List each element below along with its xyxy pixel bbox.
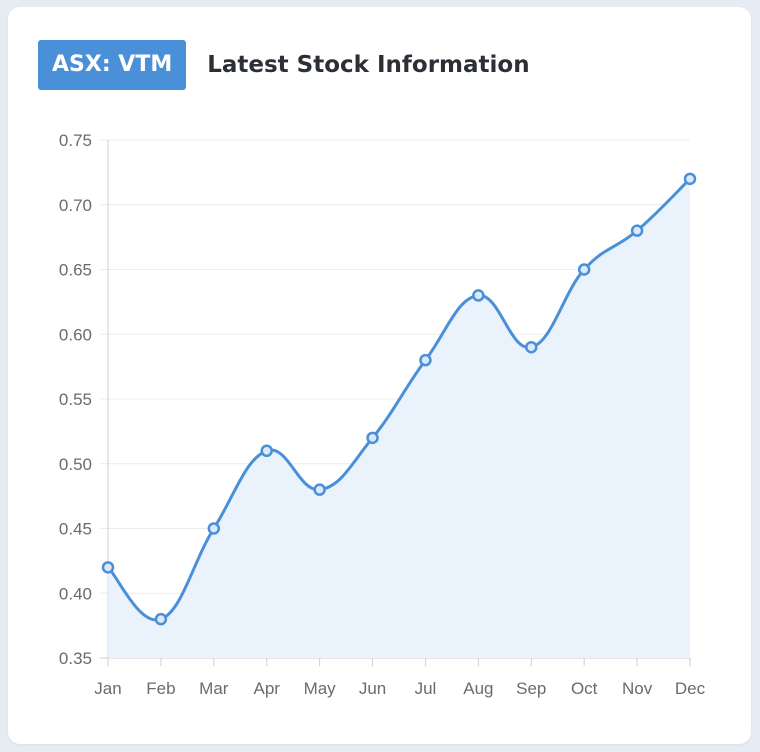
- data-point: [101, 561, 115, 574]
- data-point: [366, 431, 379, 445]
- y-tick-label: 0.75: [59, 131, 92, 150]
- y-tick-label: 0.40: [59, 584, 92, 603]
- y-tick-label: 0.35: [59, 649, 92, 668]
- x-tick-label: Mar: [199, 679, 229, 698]
- x-tick-label: Oct: [571, 679, 598, 698]
- x-tick-label: Apr: [253, 679, 280, 698]
- data-point: [419, 353, 432, 367]
- x-tick-label: Nov: [622, 679, 653, 698]
- x-tick-label: May: [304, 679, 337, 698]
- data-point: [260, 444, 273, 458]
- ticker-badge: ASX: VTM: [38, 40, 187, 90]
- x-tick-label: Jun: [359, 679, 386, 698]
- card-title: Latest Stock Information: [207, 52, 530, 78]
- card-header: ASX: VTM Latest Stock Information: [38, 40, 530, 90]
- y-tick-label: 0.65: [59, 261, 92, 280]
- y-tick-label: 0.50: [59, 455, 92, 474]
- y-tick-label: 0.45: [59, 520, 92, 539]
- data-point: [207, 522, 221, 535]
- series-area-fill: [108, 178, 690, 658]
- x-tick-label: Jul: [415, 679, 437, 698]
- x-tick-label: Dec: [675, 679, 706, 698]
- data-point: [683, 172, 697, 186]
- y-tick-label: 0.55: [59, 390, 92, 409]
- x-tick-label: Sep: [516, 679, 546, 698]
- y-tick-label: 0.70: [59, 196, 92, 215]
- data-point: [577, 263, 591, 276]
- x-tick-label: Jan: [94, 679, 121, 698]
- x-tick-label: Feb: [146, 679, 175, 698]
- y-tick-label: 0.60: [59, 325, 92, 344]
- data-point: [472, 289, 485, 302]
- data-point: [154, 612, 168, 626]
- x-tick-label: Aug: [463, 679, 493, 698]
- data-point: [525, 340, 538, 354]
- data-point: [630, 224, 644, 237]
- data-point: [313, 483, 326, 496]
